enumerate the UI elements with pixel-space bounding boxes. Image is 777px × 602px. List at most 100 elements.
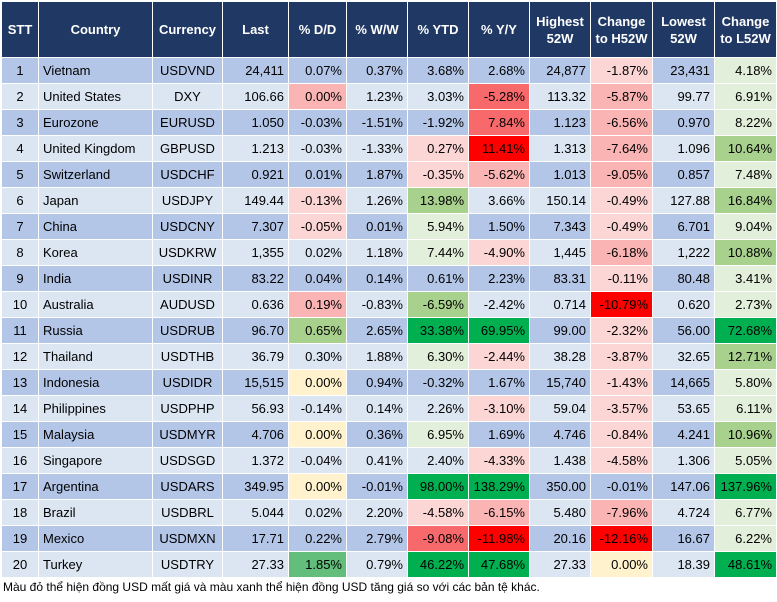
header-ytd: % YTD: [407, 1, 469, 58]
cell-currency: USDRUB: [152, 317, 223, 344]
cell-country: Switzerland: [38, 161, 153, 188]
cell-dd: -0.13%: [288, 187, 347, 214]
cell-stt: 17: [1, 473, 39, 500]
cell-ww: 0.37%: [346, 57, 408, 84]
header-change-to-h52w: Change to H52W: [590, 1, 653, 58]
cell-change-to-l52w: 2.73%: [714, 291, 777, 318]
cell-dd: -0.04%: [288, 447, 347, 474]
table-row: 4 United Kingdom GBPUSD 1.213 -0.03% -1.33% 0.…: [1, 135, 777, 162]
cell-ytd: -1.92%: [407, 109, 469, 136]
cell-lowest-52w: 18.39: [652, 551, 715, 578]
cell-change-to-l52w: 10.96%: [714, 421, 777, 448]
cell-currency: USDBRL: [152, 499, 223, 526]
cell-yy: 138.29%: [468, 473, 530, 500]
cell-currency: USDVND: [152, 57, 223, 84]
cell-change-to-l52w: 5.80%: [714, 369, 777, 396]
cell-dd: 0.02%: [288, 239, 347, 266]
cell-dd: 0.02%: [288, 499, 347, 526]
cell-yy: 1.69%: [468, 421, 530, 448]
cell-change-to-h52w: -1.43%: [590, 369, 653, 396]
header-stt: STT: [1, 1, 39, 58]
cell-change-to-l52w: 137.96%: [714, 473, 777, 500]
cell-yy: 1.50%: [468, 213, 530, 240]
cell-currency: USDTHB: [152, 343, 223, 370]
cell-last: 4.706: [222, 421, 289, 448]
cell-country: Japan: [38, 187, 153, 214]
cell-change-to-l52w: 6.22%: [714, 525, 777, 552]
cell-change-to-h52w: -7.96%: [590, 499, 653, 526]
cell-highest-52w: 59.04: [529, 395, 591, 422]
header-change-to-l52w: Change to L52W: [714, 1, 777, 58]
cell-highest-52w: 0.714: [529, 291, 591, 318]
table-row: 14 Philippines USDPHP 56.93 -0.14% 0.14% 2.26%…: [1, 395, 777, 422]
cell-ytd: 6.95%: [407, 421, 469, 448]
cell-ww: 0.79%: [346, 551, 408, 578]
cell-change-to-h52w: -0.84%: [590, 421, 653, 448]
cell-ww: -0.01%: [346, 473, 408, 500]
cell-change-to-h52w: -0.11%: [590, 265, 653, 292]
cell-ww: 1.88%: [346, 343, 408, 370]
cell-dd: 0.00%: [288, 421, 347, 448]
cell-yy: 47.68%: [468, 551, 530, 578]
cell-change-to-h52w: -2.32%: [590, 317, 653, 344]
cell-yy: -11.98%: [468, 525, 530, 552]
cell-dd: 0.00%: [288, 473, 347, 500]
cell-yy: -2.42%: [468, 291, 530, 318]
cell-yy: -5.62%: [468, 161, 530, 188]
cell-country: China: [38, 213, 153, 240]
cell-stt: 7: [1, 213, 39, 240]
cell-change-to-h52w: -0.49%: [590, 213, 653, 240]
cell-ww: 0.36%: [346, 421, 408, 448]
cell-dd: -0.03%: [288, 135, 347, 162]
cell-highest-52w: 83.31: [529, 265, 591, 292]
table-row: 13 Indonesia USDIDR 15,515 0.00% 0.94% -0.32% 1…: [1, 369, 777, 396]
table-row: 18 Brazil USDBRL 5.044 0.02% 2.20% -4.58% -6.15…: [1, 499, 777, 526]
cell-highest-52w: 1.013: [529, 161, 591, 188]
cell-ytd: -6.59%: [407, 291, 469, 318]
cell-change-to-l52w: 12.71%: [714, 343, 777, 370]
cell-highest-52w: 1.123: [529, 109, 591, 136]
cell-lowest-52w: 6.701: [652, 213, 715, 240]
cell-currency: USDINR: [152, 265, 223, 292]
cell-currency: USDMXN: [152, 525, 223, 552]
cell-stt: 12: [1, 343, 39, 370]
table-row: 5 Switzerland USDCHF 0.921 0.01% 1.87% -0.35% -…: [1, 161, 777, 188]
color-legend-note: Màu đỏ thể hiện đồng USD mất giá và màu …: [3, 580, 540, 594]
cell-change-to-h52w: -7.64%: [590, 135, 653, 162]
cell-ytd: 3.68%: [407, 57, 469, 84]
cell-stt: 14: [1, 395, 39, 422]
cell-stt: 1: [1, 57, 39, 84]
cell-yy: 2.23%: [468, 265, 530, 292]
cell-stt: 18: [1, 499, 39, 526]
cell-last: 27.33: [222, 551, 289, 578]
cell-highest-52w: 7.343: [529, 213, 591, 240]
cell-yy: 7.84%: [468, 109, 530, 136]
cell-highest-52w: 15,740: [529, 369, 591, 396]
cell-dd: 0.07%: [288, 57, 347, 84]
table-row: 11 Russia USDRUB 96.70 0.65% 2.65% 33.38% 69.95…: [1, 317, 777, 344]
cell-change-to-h52w: -5.87%: [590, 83, 653, 110]
cell-ytd: 2.26%: [407, 395, 469, 422]
cell-yy: 1.67%: [468, 369, 530, 396]
cell-change-to-h52w: -6.56%: [590, 109, 653, 136]
cell-lowest-52w: 16.67: [652, 525, 715, 552]
cell-currency: USDMYR: [152, 421, 223, 448]
cell-country: Indonesia: [38, 369, 153, 396]
cell-highest-52w: 5.480: [529, 499, 591, 526]
cell-highest-52w: 24,877: [529, 57, 591, 84]
cell-dd: -0.05%: [288, 213, 347, 240]
cell-dd: 0.19%: [288, 291, 347, 318]
cell-dd: 1.85%: [288, 551, 347, 578]
cell-change-to-h52w: -0.01%: [590, 473, 653, 500]
cell-ww: -0.83%: [346, 291, 408, 318]
cell-change-to-h52w: -4.58%: [590, 447, 653, 474]
cell-change-to-l52w: 8.22%: [714, 109, 777, 136]
cell-lowest-52w: 147.06: [652, 473, 715, 500]
cell-stt: 8: [1, 239, 39, 266]
cell-lowest-52w: 0.970: [652, 109, 715, 136]
cell-stt: 5: [1, 161, 39, 188]
header-row: STT Country Currency Last % D/D % W/W % …: [1, 1, 777, 58]
cell-last: 149.44: [222, 187, 289, 214]
cell-last: 7.307: [222, 213, 289, 240]
cell-country: Thailand: [38, 343, 153, 370]
